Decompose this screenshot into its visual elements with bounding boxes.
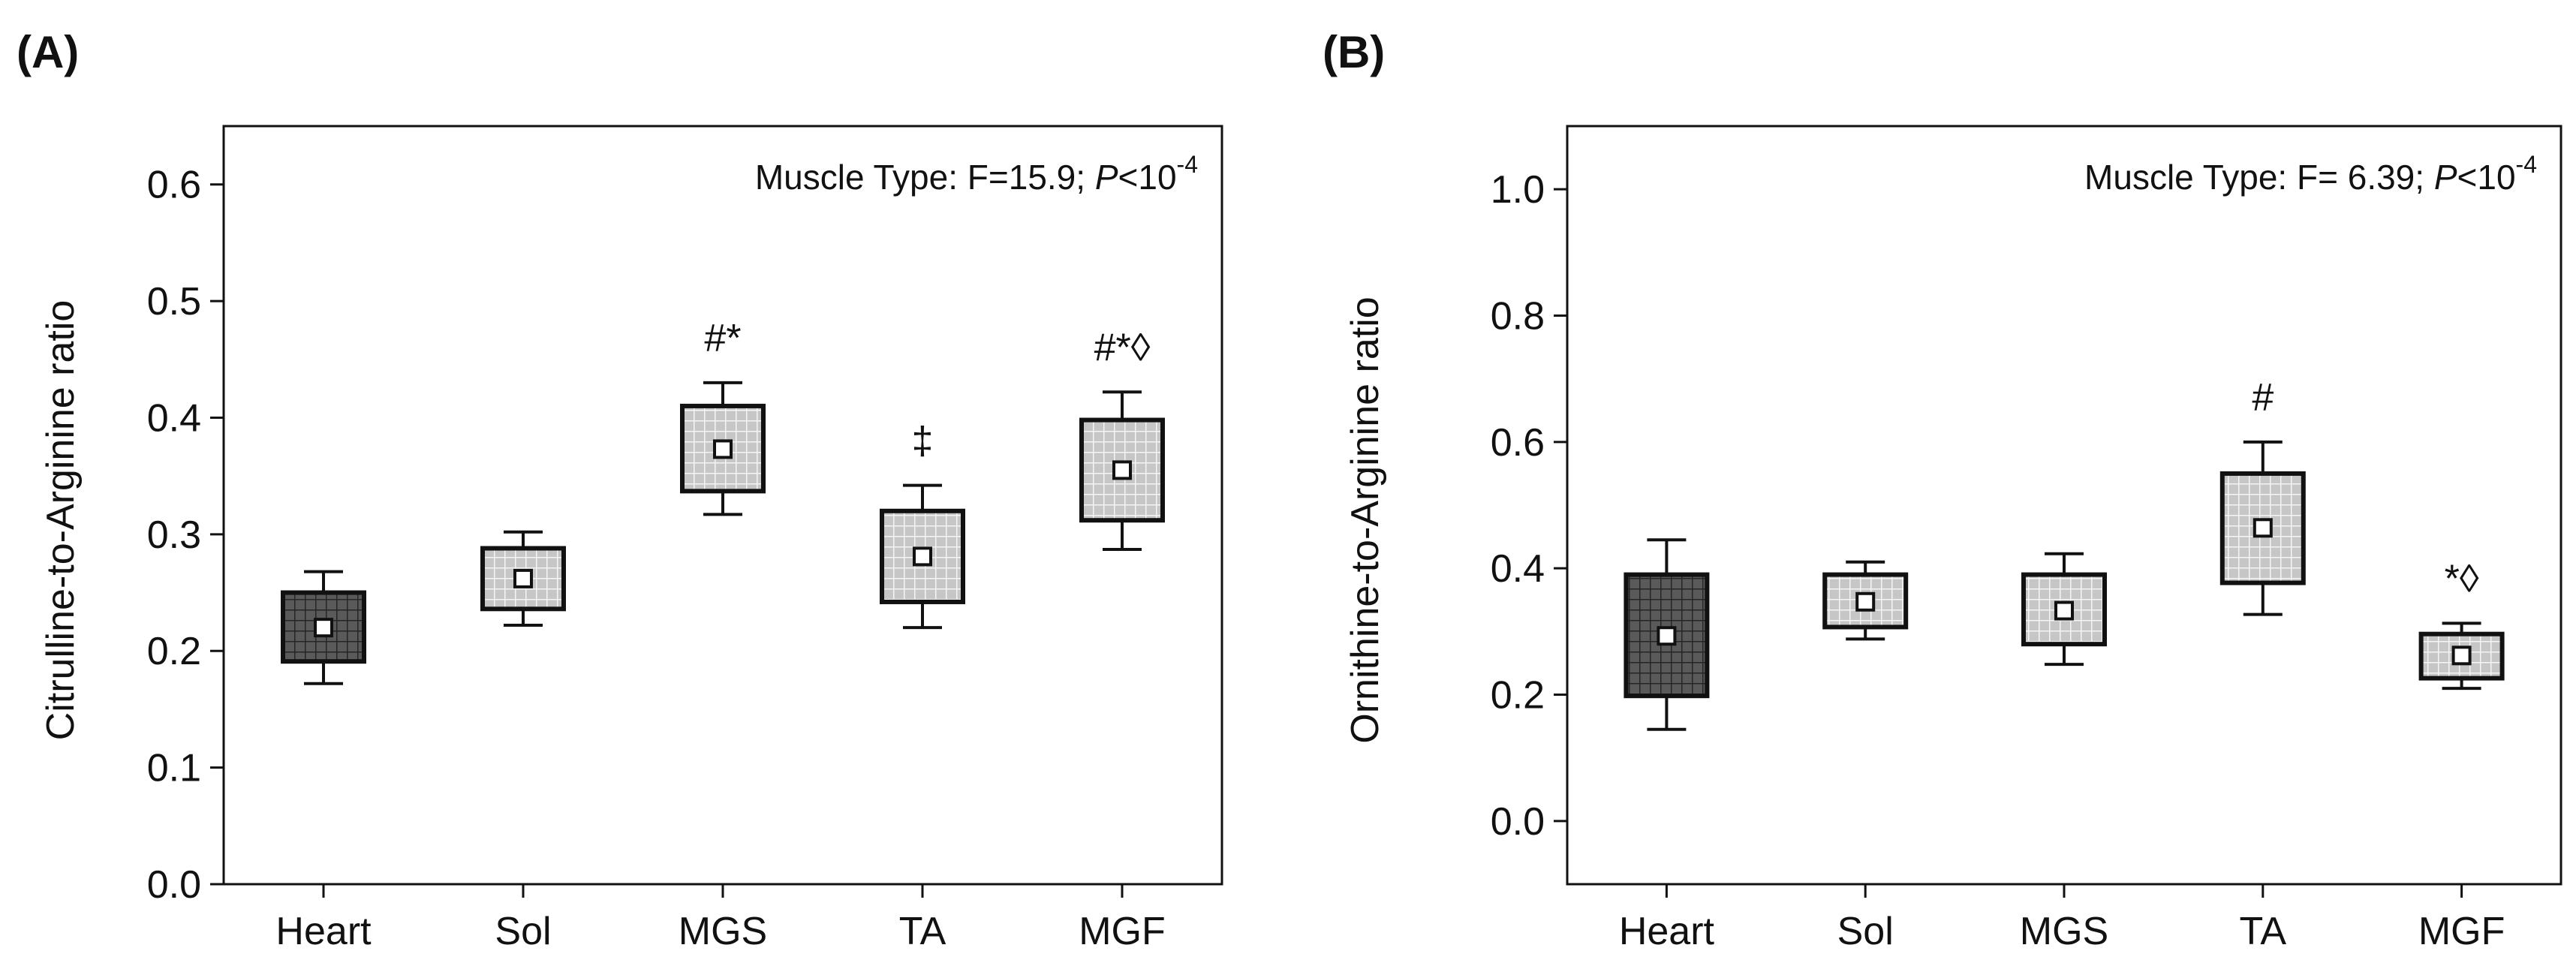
y-tick-label: 0.8 bbox=[1491, 295, 1545, 339]
mean-marker bbox=[513, 568, 533, 588]
stat-annotation: Muscle Type: F=15.9; P<10-4 bbox=[755, 151, 1198, 197]
y-tick-label: 0.6 bbox=[147, 164, 201, 207]
x-tick-label: Heart bbox=[275, 910, 372, 953]
panel-b: (B) 0.0 0.2 0.4 0.6 0.8 1.0 Ornithine-to-Argini… bbox=[1323, 27, 2562, 953]
stat-annotation: Muscle Type: F= 6.39; P<10-4 bbox=[2084, 151, 2537, 197]
significance-label: #* bbox=[704, 317, 741, 360]
y-tick-label: 0.2 bbox=[1491, 674, 1545, 718]
stat-p: P bbox=[2434, 158, 2457, 197]
mean-marker bbox=[2054, 600, 2074, 621]
y-axis-label: Ornithine-to-Arginine ratio bbox=[1344, 296, 1387, 743]
y-tick-label: 0.0 bbox=[147, 863, 201, 907]
significance-label: *◊ bbox=[2445, 557, 2479, 600]
y-tick-label: 0.5 bbox=[147, 280, 201, 323]
stat-text: Muscle Type: F= 6.39; bbox=[2084, 158, 2434, 197]
x-tick-label: Heart bbox=[1619, 910, 1715, 953]
panel-label: (B) bbox=[1323, 27, 1385, 77]
mean-marker bbox=[1112, 460, 1132, 480]
stat-text: Muscle Type: F=15.9; bbox=[755, 158, 1095, 197]
mean-marker bbox=[2451, 645, 2472, 666]
panel-a: (A) 0.0 0.1 0.2 0.3 0.4 0.5 0.6 Citrulline-to-Ar… bbox=[17, 27, 1223, 953]
x-tick-label: MGS bbox=[679, 910, 767, 953]
x-tick-label: Sol bbox=[1837, 910, 1894, 953]
plot-frame bbox=[1566, 125, 2562, 886]
stat-lt: <10 bbox=[2457, 158, 2516, 197]
mean-marker bbox=[2252, 518, 2273, 538]
x-tick-label: TA bbox=[899, 910, 946, 953]
significance-label: #*◊ bbox=[1094, 326, 1151, 369]
mean-marker bbox=[1657, 626, 1677, 646]
x-tick-label: MGF bbox=[2418, 910, 2505, 953]
x-tick-label: MGF bbox=[1079, 910, 1166, 953]
panel-label: (A) bbox=[17, 27, 79, 77]
x-tick-label: MGS bbox=[2020, 910, 2108, 953]
stat-exponent: -4 bbox=[2516, 151, 2537, 178]
mean-marker bbox=[1855, 591, 1876, 612]
box-heart bbox=[1624, 572, 1710, 699]
y-tick-label: 1.0 bbox=[1491, 168, 1545, 212]
significance-label: ‡ bbox=[912, 420, 934, 463]
x-tick-label: Sol bbox=[495, 910, 551, 953]
y-tick-label: 0.4 bbox=[147, 396, 201, 440]
stat-exponent: -4 bbox=[1177, 151, 1198, 178]
stat-lt: <10 bbox=[1118, 158, 1177, 197]
mean-marker bbox=[913, 546, 932, 567]
mean-marker bbox=[713, 439, 733, 459]
y-tick-label: 0.2 bbox=[147, 630, 201, 673]
y-tick-label: 0.3 bbox=[147, 513, 201, 557]
y-tick-label: 0.1 bbox=[147, 747, 201, 790]
x-tick-label: TA bbox=[2240, 910, 2287, 953]
y-tick-label: 0.6 bbox=[1491, 421, 1545, 465]
y-tick-label: 0.4 bbox=[1491, 547, 1545, 591]
mean-marker bbox=[314, 618, 333, 638]
significance-label: # bbox=[2252, 376, 2274, 420]
stat-p: P bbox=[1095, 158, 1118, 197]
y-tick-label: 0.0 bbox=[1491, 800, 1545, 844]
y-axis-label: Citrulline-to-Arginine ratio bbox=[39, 300, 83, 741]
